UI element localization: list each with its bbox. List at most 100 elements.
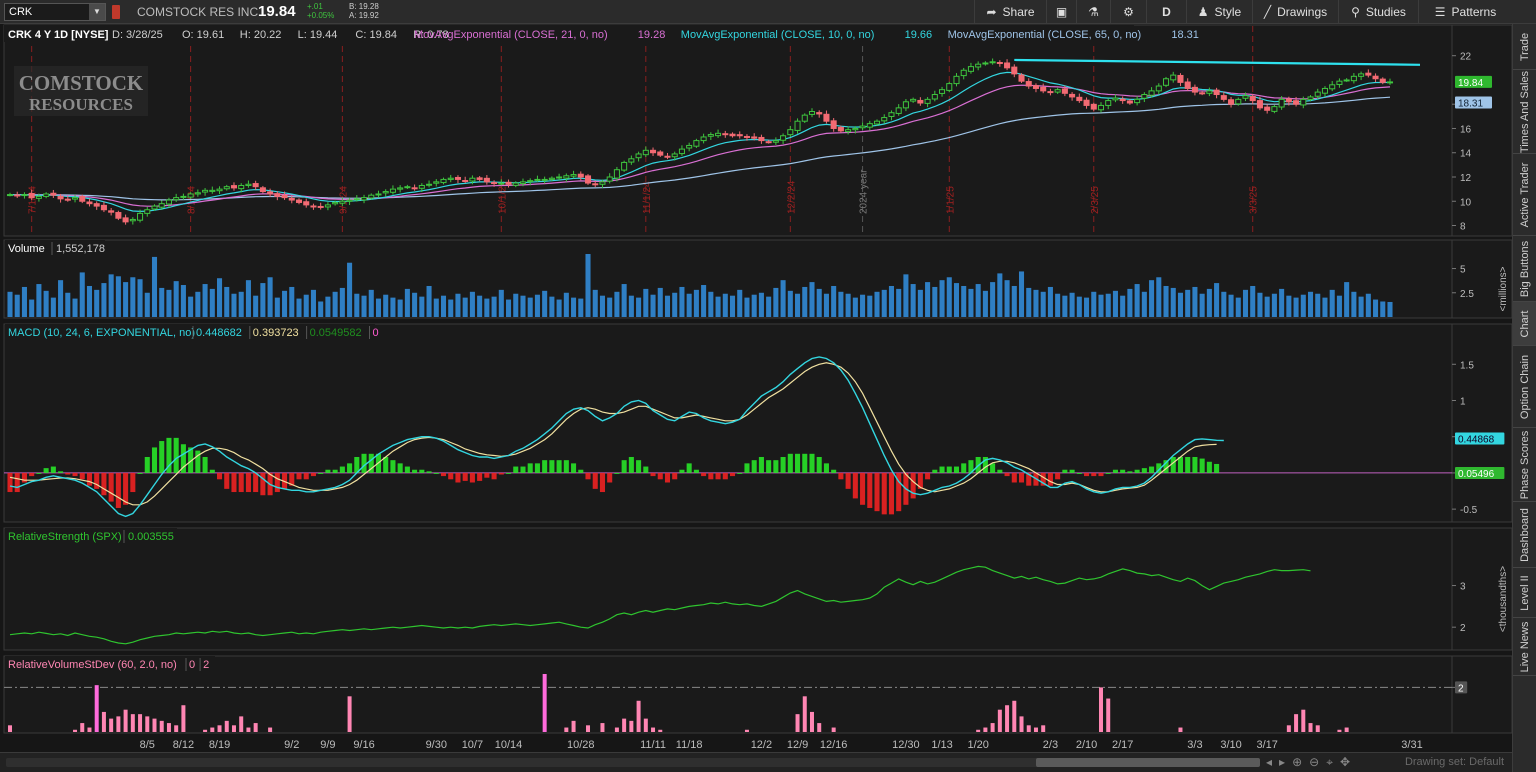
candle-body — [454, 176, 461, 180]
settings-button[interactable]: ⚙ — [1110, 0, 1146, 24]
volume-bar — [715, 296, 721, 317]
volume-bar — [1235, 297, 1241, 317]
candle-body — [729, 133, 736, 137]
candle-body — [910, 98, 917, 102]
symbol-input[interactable]: CRK ▼ — [4, 3, 106, 21]
macd-histogram-bar — [1055, 472, 1061, 480]
chevron-down-icon[interactable]: ▼ — [89, 4, 105, 20]
candle-body — [635, 153, 642, 159]
drawings-button[interactable]: ╱ Drawings — [1252, 0, 1338, 24]
candle-body — [259, 187, 266, 193]
macd-histogram-bar — [282, 472, 288, 489]
macd-histogram-bar — [881, 472, 887, 515]
macd-hist-last-label: 0.05496 — [1458, 469, 1495, 480]
macd-histogram-bar — [643, 466, 649, 473]
volume-bar — [1018, 271, 1025, 317]
macd-histogram-bar — [780, 456, 786, 473]
candle-body — [816, 112, 823, 115]
volume-bar — [1336, 295, 1342, 317]
flask-button[interactable]: ⚗ — [1076, 0, 1110, 24]
volume-bar — [440, 295, 447, 317]
candle-body — [1097, 104, 1105, 111]
x-axis-label: 8/5 — [140, 739, 155, 751]
study-label-1: MovAvgExponential (CLOSE, 10, 0, no) — [681, 29, 875, 41]
volume-bar — [1069, 292, 1075, 317]
volume-bar — [1127, 288, 1133, 317]
chart-area[interactable]: 7/1/24 8/1/24 9/1/24 10/1/24 11/1/24 12/2/24 2… — [0, 24, 1512, 752]
macd-histogram-bar — [231, 472, 237, 493]
sidebar-tab-active-trader[interactable]: Active Trader — [1513, 154, 1536, 236]
zoom-controls[interactable]: ◂▸⊕⊖⌖✥ — [1266, 755, 1357, 770]
volume-bar — [513, 293, 519, 317]
volume-bar — [1084, 297, 1090, 317]
macd-histogram-bar — [325, 469, 331, 473]
volume-bar — [520, 295, 526, 317]
price-tick-label: 14 — [1460, 149, 1472, 160]
macd-histogram-bar — [1134, 469, 1140, 473]
candle-body — [1271, 106, 1278, 112]
logo-text-top: COMSTOCK — [19, 71, 144, 95]
candle-body — [707, 134, 714, 137]
sidebar-tab-label: Times And Sales — [1519, 70, 1531, 153]
macd-histogram-bar — [159, 441, 165, 473]
volume-bar — [50, 297, 56, 317]
screenshot-button[interactable]: ▣ — [1046, 0, 1076, 24]
macd-histogram-bar — [708, 472, 714, 480]
chevron-right-icon[interactable]: ▸ — [1279, 755, 1293, 769]
sidebar-tab-live-news[interactable]: Live News — [1513, 618, 1536, 676]
candle-body — [368, 194, 375, 199]
sidebar-tab-option-chain[interactable]: Option Chain — [1513, 346, 1536, 428]
candle-body — [1285, 98, 1292, 103]
rv-stdev-bar — [997, 709, 1002, 732]
macd-histogram-bar — [838, 472, 844, 480]
macd-histogram-bar — [29, 472, 35, 477]
macd-histogram-bar — [592, 472, 598, 489]
scrollbar-thumb[interactable] — [1036, 758, 1260, 767]
zoom-out-icon[interactable]: ⊖ — [1309, 755, 1327, 769]
sidebar-tab-level-ii[interactable]: Level II — [1513, 568, 1536, 618]
sidebar-tab-chart[interactable]: Chart — [1513, 302, 1536, 346]
style-button[interactable]: ♟ Style — [1186, 0, 1252, 24]
volume-bar — [542, 290, 548, 317]
macd-tick-label: 1.5 — [1460, 360, 1474, 371]
timeframe-button[interactable]: D — [1146, 0, 1186, 24]
macd-histogram-bar — [816, 456, 822, 473]
zoom-in-icon[interactable]: ⊕ — [1292, 755, 1310, 769]
rv-stdev-bar — [1301, 709, 1306, 732]
sidebar-tab-phase-scores[interactable]: Phase Scores — [1513, 428, 1536, 502]
x-axis-label: 10/14 — [495, 739, 523, 751]
volume-bar — [816, 288, 822, 317]
sidebar-tab-dashboard[interactable]: Dashboard — [1513, 502, 1536, 568]
crosshair-icon[interactable]: ⌖ — [1326, 755, 1340, 769]
macd-histogram-bar — [1163, 460, 1169, 473]
candle-body — [382, 191, 389, 194]
sidebar-tab-trade[interactable]: Trade — [1513, 24, 1536, 70]
patterns-button[interactable]: ☰ Patterns — [1418, 0, 1512, 24]
macd-histogram-bar — [368, 453, 374, 473]
horizontal-scrollbar[interactable] — [6, 758, 1256, 767]
macd-hist-last-label-bg — [1455, 466, 1505, 479]
volume-bar — [1264, 296, 1270, 317]
candle-body — [823, 113, 830, 122]
candle-body — [939, 89, 946, 94]
candle-body — [1112, 97, 1119, 101]
chevron-left-icon[interactable]: ◂ — [1266, 755, 1280, 769]
volume-bar — [339, 287, 345, 317]
volume-bar — [1033, 289, 1039, 317]
sidebar-tab-times-and-sales[interactable]: Times And Sales — [1513, 70, 1536, 154]
candle-body — [361, 197, 368, 201]
studies-button[interactable]: ⚲ Studies — [1338, 0, 1418, 24]
alert-flag-icon[interactable] — [112, 5, 120, 19]
volume-bar — [21, 286, 27, 317]
candle-body — [650, 149, 657, 154]
candle-body — [548, 177, 555, 180]
pan-icon[interactable]: ✥ — [1339, 755, 1358, 769]
macd-histogram-bar — [636, 460, 642, 473]
share-button[interactable]: ➦ Share — [974, 0, 1046, 24]
x-axis-label: 12/16 — [820, 739, 848, 751]
candle-body — [28, 192, 35, 199]
date-marker-label: 7/1/24 — [28, 186, 39, 214]
sidebar-tab-big-buttons[interactable]: Big Buttons — [1513, 236, 1536, 302]
beaker-icon: ⚲ — [1351, 5, 1360, 19]
rv-stdev-bar — [831, 727, 836, 732]
